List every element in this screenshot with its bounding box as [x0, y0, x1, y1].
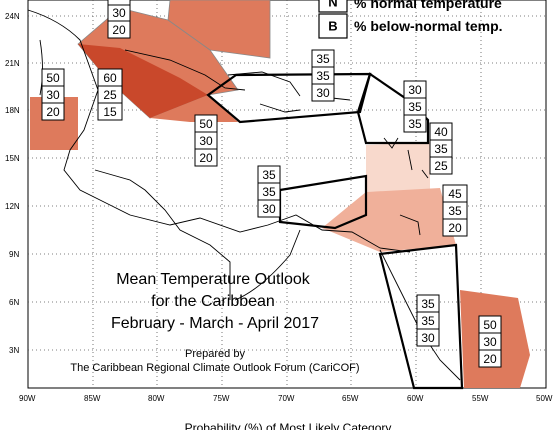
legend: N % normal temperature B % below-normal …	[318, 0, 503, 39]
normal-value: 30	[483, 335, 497, 349]
y-tick-24n: 24N	[5, 12, 20, 21]
title-line-1: Mean Temperature Outlook	[116, 271, 311, 288]
y-tick-6n: 6N	[9, 298, 19, 307]
below-value: 30	[421, 331, 435, 345]
normal-value: 35	[408, 100, 422, 114]
below-value: 15	[103, 105, 117, 119]
coastlines	[27, 9, 461, 381]
x-tick-70w: 70W	[278, 394, 295, 403]
normal-value: 35	[262, 185, 276, 199]
prob-box-cuba-west: 60 25 15	[97, 68, 123, 121]
x-tick-85w: 85W	[84, 394, 101, 403]
zone-bahamas	[167, 0, 271, 59]
x-tick-60w: 60W	[407, 394, 424, 403]
prob-box-trinidad: 45 35 20	[442, 184, 468, 237]
below-value: 35	[408, 117, 422, 131]
legend-normal-text: % normal temperature	[354, 0, 502, 11]
prob-box-windward: 40 35 25	[429, 122, 453, 175]
below-value: 30	[316, 86, 330, 100]
title-line-3: February - March - April 2017	[111, 315, 319, 332]
zone-windward	[366, 142, 430, 192]
prob-box-leeward: 30 35 35	[403, 80, 427, 133]
prob-box-belize: 50 30 20	[41, 68, 65, 121]
outline-guyana	[378, 243, 464, 390]
normal-value: 30	[46, 88, 60, 102]
normal-value: 35	[448, 204, 462, 218]
prepared-by: Prepared by	[185, 348, 245, 360]
title-line-2: for the Caribbean	[151, 293, 275, 310]
above-value: 50	[46, 71, 60, 85]
legend-key-label: N	[328, 0, 337, 10]
legend-key-below: B	[318, 13, 348, 39]
x-tick-90w: 90W	[19, 394, 36, 403]
y-tick-9n: 9N	[9, 250, 19, 259]
below-value: 20	[46, 105, 60, 119]
title-block: Mean Temperature Outlook for the Caribbe…	[70, 271, 359, 374]
legend-below-text: % below-normal temp.	[354, 18, 503, 34]
zone-cuba-west	[78, 44, 208, 118]
y-tick-15n: 15N	[5, 154, 20, 163]
prob-box-guyana: 35 35 30	[416, 294, 440, 347]
legend-key-label: B	[328, 19, 337, 34]
y-tick-18n: 18N	[5, 106, 20, 115]
above-value: 35	[421, 297, 435, 311]
x-tick-55w: 55W	[472, 394, 489, 403]
y-tick-12n: 12N	[5, 202, 20, 211]
above-value: 40	[434, 125, 448, 139]
above-value: 45	[448, 187, 462, 201]
organization: The Caribbean Regional Climate Outlook F…	[70, 362, 359, 374]
x-tick-80w: 80W	[148, 394, 165, 403]
above-value: 60	[103, 71, 117, 85]
x-tick-75w: 75W	[213, 394, 230, 403]
above-value: 35	[316, 52, 330, 66]
normal-value: 35	[434, 142, 448, 156]
x-tick-50w: 50W	[536, 394, 553, 403]
figure-caption: Probability (%) of Most Likely Category	[185, 421, 392, 430]
above-value: 50	[483, 318, 497, 332]
prob-box-bahamas: 30 20	[107, 0, 131, 39]
below-value: 30	[262, 202, 276, 216]
below-value: 20	[483, 352, 497, 366]
below-value: 20	[112, 23, 126, 37]
prob-box-jamaica: 50 30 20	[194, 114, 218, 167]
above-value: 35	[262, 168, 276, 182]
above-value: 50	[199, 117, 213, 131]
normal-value: 25	[103, 88, 117, 102]
prob-box-hispaniola: 35 35 30	[311, 49, 335, 102]
normal-value: 35	[421, 314, 435, 328]
x-tick-65w: 65W	[342, 394, 359, 403]
normal-value: 30	[112, 6, 126, 20]
zone-trinidad	[322, 188, 456, 252]
prob-box-abc: 35 35 30	[257, 165, 281, 218]
above-value: 30	[408, 83, 422, 97]
below-value: 20	[448, 221, 462, 235]
below-value: 25	[434, 159, 448, 173]
normal-value: 35	[316, 69, 330, 83]
axis-ticks: 90W 85W 80W 75W 70W 65W 60W 55W 50W 24N …	[5, 12, 553, 403]
y-tick-3n: 3N	[9, 346, 19, 355]
legend-key-normal: N	[318, 0, 348, 13]
y-tick-21n: 21N	[5, 59, 20, 68]
below-value: 20	[199, 151, 213, 165]
normal-value: 30	[199, 134, 213, 148]
prob-box-french-guiana: 50 30 20	[478, 315, 502, 368]
